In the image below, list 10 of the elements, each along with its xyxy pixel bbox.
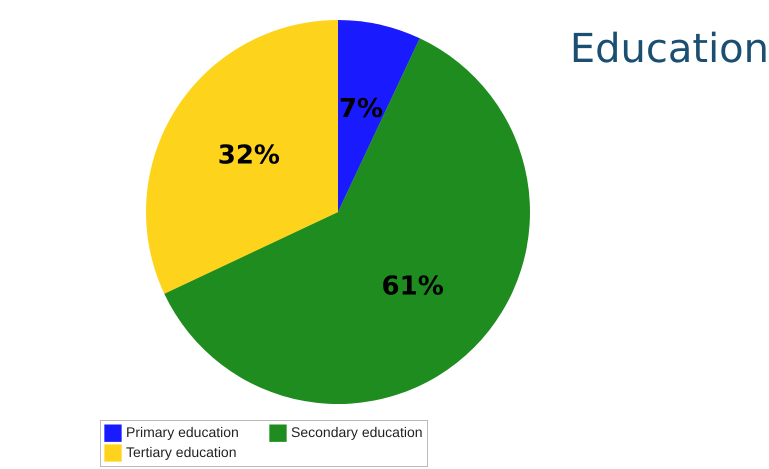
pie-slice [338,20,420,212]
legend-label: Secondary education [291,424,423,440]
data-label: 32% [218,140,280,170]
pie-slice [146,20,338,294]
data-label: 61% [382,272,444,302]
legend-label: Tertiary education [126,444,237,460]
pie-slice [164,38,530,404]
legend-label: Primary education [126,424,239,440]
text: Education [570,26,769,72]
data-label: 7% [338,94,384,124]
